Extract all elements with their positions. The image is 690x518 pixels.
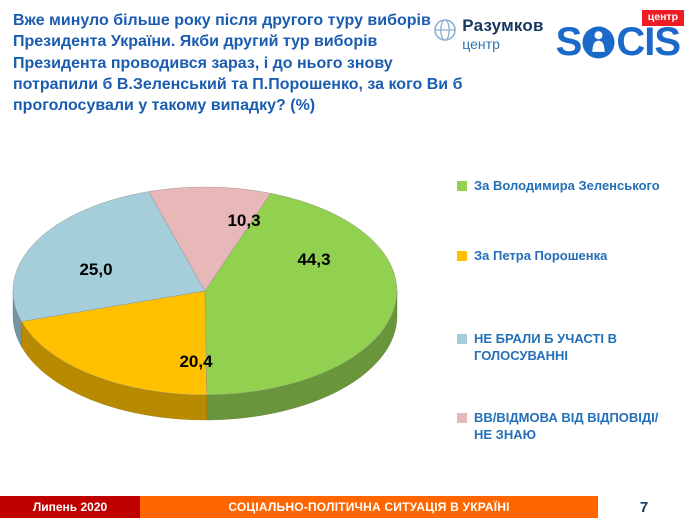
socis-text-s: S [555, 20, 583, 64]
legend-label: За Володимира Зеленського [474, 178, 660, 193]
footer-page-number: 7 [598, 496, 690, 518]
razumkov-text: Разумков центр [462, 16, 543, 52]
slice-value-label: 25,0 [79, 260, 112, 279]
pie-slice [12, 191, 206, 322]
pie-slice [204, 193, 398, 396]
slice-value-label: 20,4 [179, 352, 213, 371]
socis-text-cis: CIS [616, 20, 681, 64]
razumkov-logo: Разумков центр [433, 16, 543, 52]
legend-item: За Петра Порошенка [457, 248, 679, 265]
legend-swatch [457, 251, 467, 261]
pie-slice [148, 186, 272, 292]
legend-swatch [457, 334, 467, 344]
footer-date: Липень 2020 [0, 496, 140, 518]
legend-item: НЕ БРАЛИ Б УЧАСТІ В ГОЛОСУВАННІ [457, 331, 679, 365]
footer-title: СОЦІАЛЬНО-ПОЛІТИЧНА СИТУАЦІЯ В УКРАЇНІ [140, 496, 598, 518]
globe-icon [434, 19, 457, 41]
slice-value-label: 44,3 [297, 250, 330, 269]
socis-logo: центр S CIS [555, 10, 684, 64]
footer: Липень 2020 СОЦІАЛЬНО-ПОЛІТИЧНА СИТУАЦІЯ… [0, 496, 690, 518]
razumkov-name: Разумков [462, 16, 544, 35]
legend-item: ВВ/ВІДМОВА ВІД ВІДПОВІДІ/ НЕ ЗНАЮ [457, 410, 679, 444]
logos: Разумков центр центр S CIS [433, 8, 684, 62]
question-text: Вже минуло більше року після другого тур… [13, 12, 463, 115]
legend-label: НЕ БРАЛИ Б УЧАСТІ В ГОЛОСУВАННІ [474, 331, 618, 363]
pie-chart: 44,3 20,4 25,0 10,3 [12, 186, 398, 421]
socis-o-person-icon [582, 25, 615, 59]
razumkov-subtitle: центр [462, 36, 500, 52]
legend-label: За Петра Порошенка [474, 248, 608, 263]
slice-value-label: 10,3 [227, 211, 260, 230]
legend-label: ВВ/ВІДМОВА ВІД ВІДПОВІДІ/ НЕ ЗНАЮ [474, 410, 659, 442]
legend-swatch [457, 413, 467, 423]
socis-center-badge: центр [641, 10, 684, 26]
legend-item: За Володимира Зеленського [457, 178, 679, 195]
pie-slice [21, 290, 207, 396]
legend-swatch [457, 181, 467, 191]
